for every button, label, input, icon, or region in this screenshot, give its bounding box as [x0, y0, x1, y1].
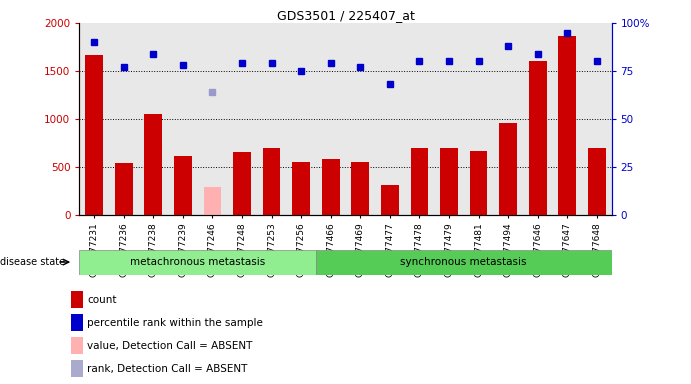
Bar — [434, 23, 464, 215]
Bar — [257, 23, 286, 215]
Bar — [71, 314, 83, 331]
Bar — [552, 23, 582, 215]
Bar — [375, 23, 405, 215]
Bar — [346, 23, 375, 215]
Bar — [109, 23, 139, 215]
Text: metachronous metastasis: metachronous metastasis — [130, 257, 265, 267]
Bar — [71, 291, 83, 308]
Bar — [286, 23, 316, 215]
Bar — [168, 23, 198, 215]
Bar — [71, 337, 83, 354]
Bar — [292, 162, 310, 215]
Bar — [144, 114, 162, 215]
Bar — [227, 23, 257, 215]
Bar — [410, 148, 428, 215]
Text: percentile rank within the sample: percentile rank within the sample — [88, 318, 263, 328]
Bar — [470, 151, 487, 215]
Bar — [233, 152, 251, 215]
Title: GDS3501 / 225407_at: GDS3501 / 225407_at — [276, 9, 415, 22]
Bar — [582, 23, 612, 215]
Bar — [523, 23, 552, 215]
Text: synchronous metastasis: synchronous metastasis — [401, 257, 527, 267]
Bar — [529, 61, 547, 215]
Bar — [316, 23, 346, 215]
Bar — [352, 162, 369, 215]
Bar — [263, 148, 281, 215]
Text: value, Detection Call = ABSENT: value, Detection Call = ABSENT — [88, 341, 253, 351]
Text: rank, Detection Call = ABSENT: rank, Detection Call = ABSENT — [88, 364, 248, 374]
Bar — [71, 360, 83, 377]
Bar — [204, 187, 221, 215]
Text: count: count — [88, 295, 117, 305]
Bar — [499, 123, 517, 215]
Bar — [174, 157, 192, 215]
Text: disease state: disease state — [0, 257, 65, 267]
Bar — [405, 23, 434, 215]
Bar — [86, 55, 103, 215]
Bar — [440, 148, 458, 215]
Bar — [198, 23, 227, 215]
Bar — [316, 250, 612, 275]
Bar — [588, 148, 605, 215]
Bar — [464, 23, 493, 215]
Bar — [79, 250, 316, 275]
Bar — [558, 36, 576, 215]
Bar — [115, 163, 133, 215]
Bar — [322, 159, 339, 215]
Bar — [381, 185, 399, 215]
Bar — [139, 23, 168, 215]
Bar — [493, 23, 523, 215]
Bar — [79, 23, 109, 215]
